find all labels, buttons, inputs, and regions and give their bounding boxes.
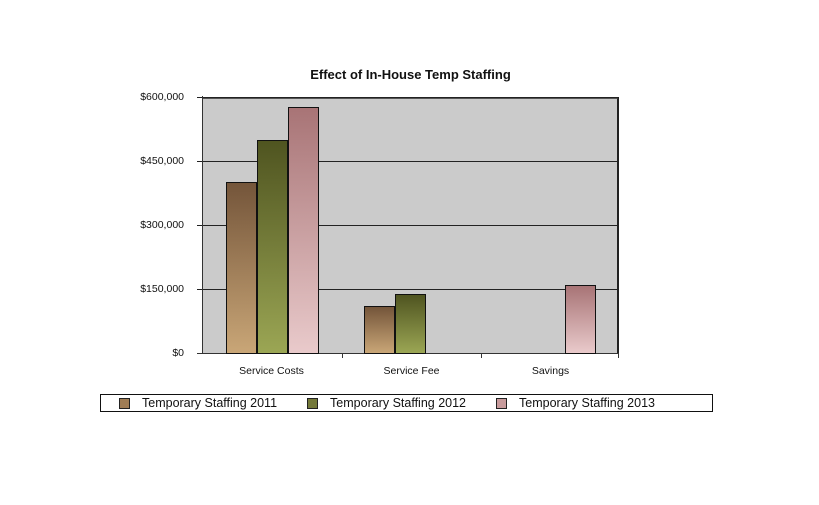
legend-label: Temporary Staffing 2011 xyxy=(142,396,278,410)
bar-savings-2013 xyxy=(565,285,596,354)
x-category-label: Service Costs xyxy=(239,365,304,377)
bar-service-fee-2012 xyxy=(395,294,426,354)
x-tick xyxy=(481,353,482,358)
chart-title: Effect of In-House Temp Staffing xyxy=(310,67,511,82)
gridline-150000 xyxy=(197,289,619,290)
y-tick-label: $600,000 xyxy=(140,91,184,103)
gridline-600000 xyxy=(197,97,619,98)
y-tick-label: $450,000 xyxy=(140,155,184,167)
bar-service-costs-2013 xyxy=(288,107,319,354)
gridline-450000 xyxy=(197,161,619,162)
gridline-300000 xyxy=(197,225,619,226)
x-category-label: Service Fee xyxy=(383,365,440,377)
x-category-label: Savings xyxy=(531,365,570,377)
legend-item-2012: Temporary Staffing 2012 xyxy=(307,396,466,410)
legend-label: Temporary Staffing 2013 xyxy=(519,396,655,410)
x-tick xyxy=(342,353,343,358)
legend-swatch-2013 xyxy=(496,397,508,409)
y-tick-label: $300,000 xyxy=(140,219,184,231)
legend: Temporary Staffing 2011 Temporary Staffi… xyxy=(100,394,713,412)
y-tick-label: $150,000 xyxy=(140,283,184,295)
y-tick-label: $0 xyxy=(172,347,184,359)
bar-service-costs-2012 xyxy=(257,140,288,354)
legend-item-2013: Temporary Staffing 2013 xyxy=(496,396,655,410)
x-tick xyxy=(618,353,619,358)
y-axis-line xyxy=(202,96,203,354)
bar-service-fee-2011 xyxy=(364,306,395,354)
bar-service-costs-2011 xyxy=(226,182,257,354)
legend-item-2011: Temporary Staffing 2011 xyxy=(119,396,277,410)
legend-swatch-2011 xyxy=(119,397,130,409)
legend-label: Temporary Staffing 2012 xyxy=(330,396,467,410)
legend-swatch-2012 xyxy=(307,397,319,409)
